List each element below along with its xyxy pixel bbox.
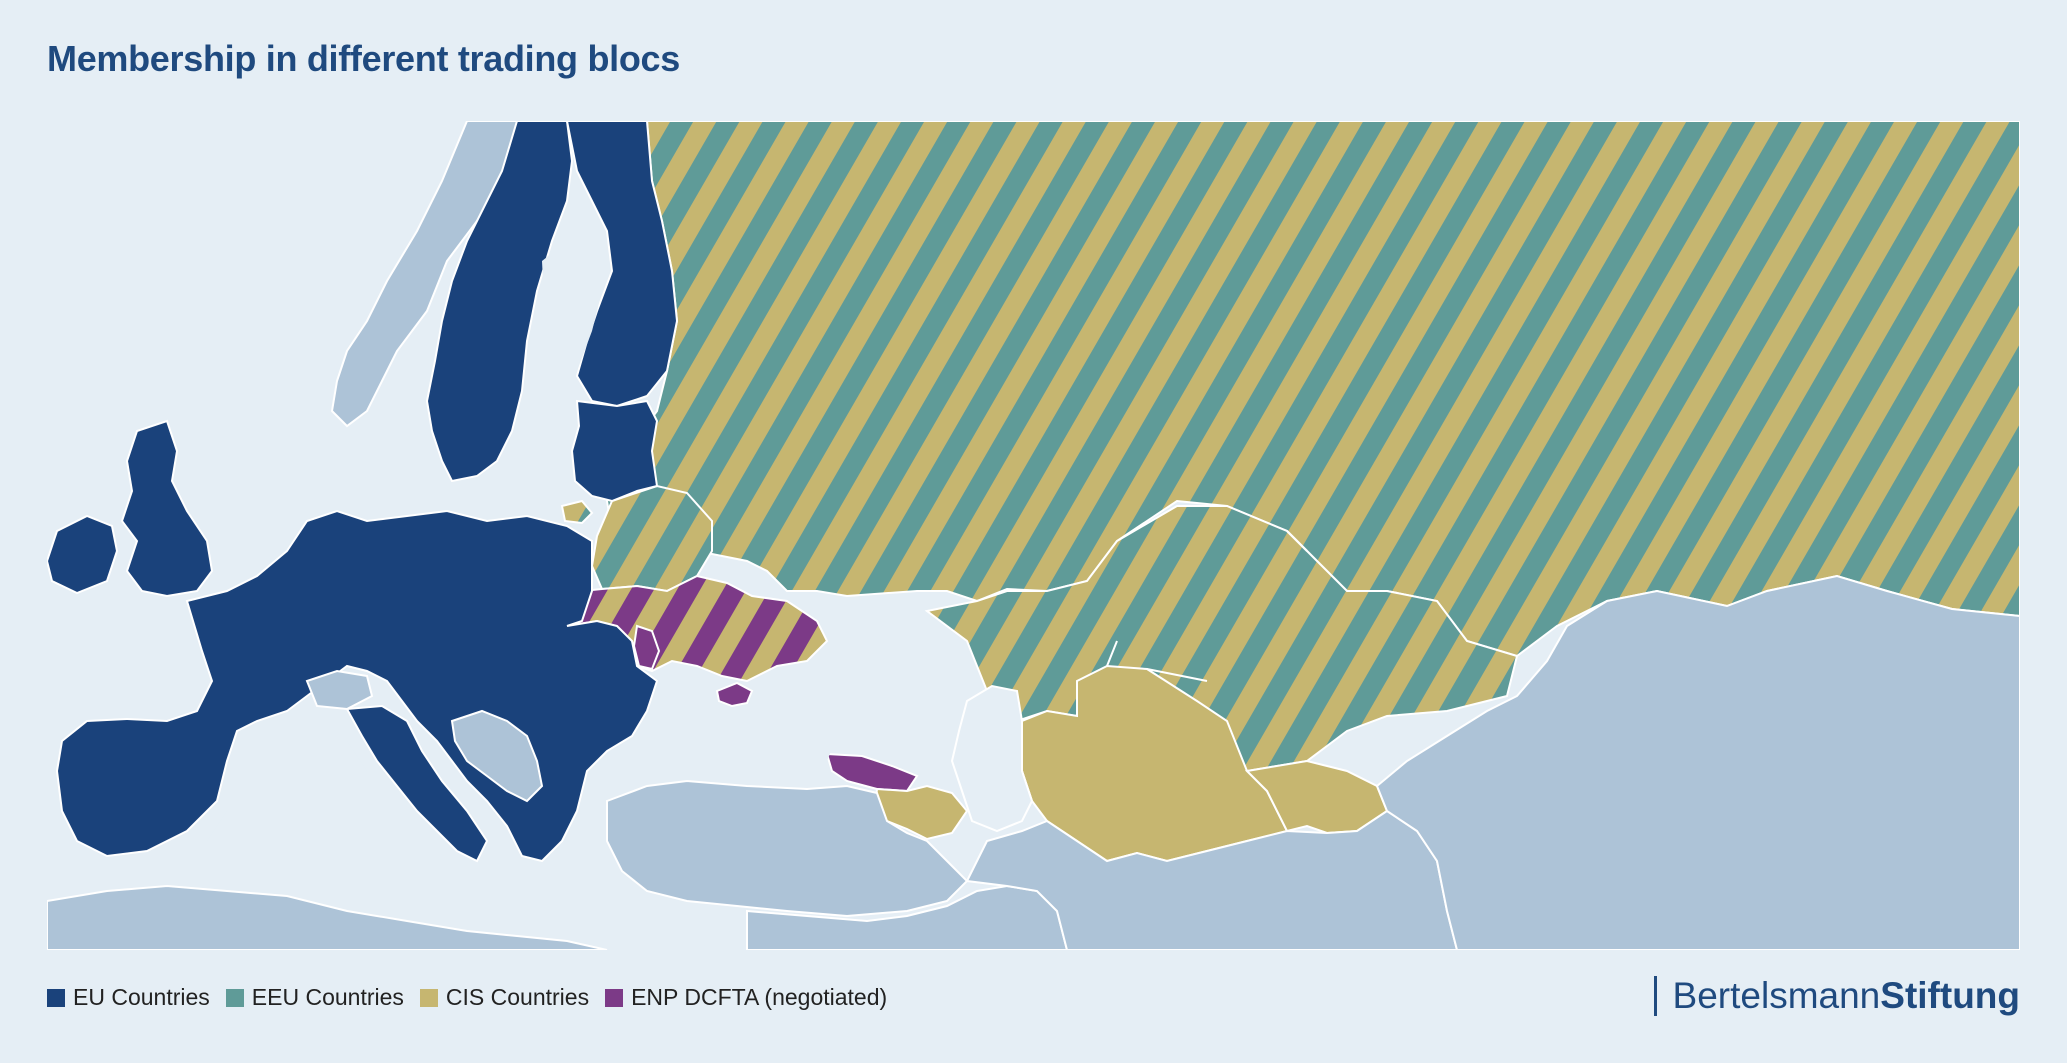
- brand-name-regular: Bertelsmann: [1672, 975, 1881, 1016]
- region-turkey: [606, 779, 969, 918]
- legend-swatch-eu: [47, 988, 65, 1007]
- region-switzerland: [305, 669, 374, 711]
- region-iran: [965, 809, 1459, 950]
- brand-logo: Bertelsmann Stiftung: [1653, 975, 2020, 1017]
- region-middle-east: [746, 884, 1069, 950]
- caspian-sea: [950, 684, 1034, 833]
- region-western-balkans: [450, 709, 544, 803]
- brand-name-bold: Stiftung: [1880, 975, 2020, 1016]
- legend-swatch-eeu: [225, 988, 244, 1007]
- region-kaliningrad: [560, 499, 594, 525]
- region-border-lines: [1106, 530, 1308, 682]
- region-crimea: [715, 681, 754, 708]
- legend-label-enp: ENP DCFTA (negotiated): [631, 984, 888, 1010]
- legend-label-cis: CIS Countries: [445, 984, 590, 1010]
- legend-item-eeu: EEU Countries: [225, 984, 404, 1011]
- europe-map: [47, 121, 2020, 950]
- legend-item-enp: ENP DCFTA (negotiated): [605, 984, 887, 1011]
- region-north-africa: [47, 884, 608, 950]
- legend-item-eu: EU Countries: [47, 984, 210, 1011]
- legend-label-eu: EU Countries: [73, 984, 210, 1010]
- region-italy: [345, 704, 489, 863]
- region-baltics: [570, 399, 659, 503]
- map-svg: [47, 121, 2020, 950]
- region-ireland: [47, 514, 119, 595]
- legend-label-eeu: EEU Countries: [251, 984, 404, 1010]
- legend-swatch-cis: [419, 988, 438, 1007]
- region-china-mongolia: [1375, 574, 2020, 950]
- region-sweden: [425, 121, 574, 483]
- legend-item-cis: CIS Countries: [419, 984, 590, 1011]
- baltic-sea: [517, 241, 602, 466]
- brand-bar: [1653, 976, 1657, 1016]
- black-sea: [627, 686, 837, 781]
- page-title: Membership in different trading blocs: [47, 38, 680, 79]
- map-legend: EU Countries EEU Countries CIS Countries…: [47, 984, 887, 1011]
- region-uk: [120, 419, 214, 598]
- legend-swatch-enp: [605, 988, 624, 1007]
